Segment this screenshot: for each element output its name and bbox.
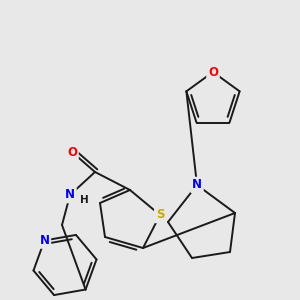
Text: O: O	[208, 65, 218, 79]
Text: N: N	[192, 178, 202, 191]
Text: S: S	[156, 208, 164, 221]
Text: N: N	[65, 188, 75, 202]
Text: N: N	[39, 234, 50, 247]
Text: O: O	[67, 146, 77, 158]
Text: H: H	[80, 195, 89, 205]
